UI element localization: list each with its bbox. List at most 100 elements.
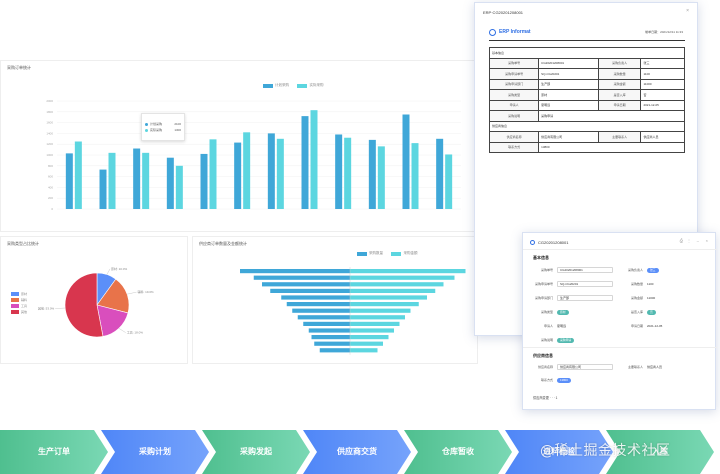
cell-label: 采购说明: [488, 110, 540, 122]
supplier-change-footer[interactable]: 供应商变更 · · · 1: [533, 396, 558, 400]
table-row: 供应商名称 供应商有限公司 主要联系人 供应商人员: [488, 131, 685, 143]
hbar-amount: [350, 341, 383, 346]
bar: [133, 148, 141, 209]
pie-legend-label: 原材: [21, 292, 28, 296]
tooltip-value-2: 1300: [174, 128, 181, 132]
supplier-select[interactable]: [557, 364, 613, 370]
flow-step-label: 生产订单: [38, 447, 70, 456]
y-tick-label: 1600: [46, 121, 53, 125]
owner-tag[interactable]: 张三: [647, 268, 659, 273]
pie-chart-title: 采购类型占比统计: [7, 241, 39, 246]
bar: [200, 153, 208, 209]
pie-slice-label: 辅料: 19.0%: [138, 289, 155, 294]
y-tick-label: 200: [48, 196, 53, 200]
hbar-quantity: [303, 321, 350, 326]
watermark: @稀土掘金技术社区: [540, 443, 671, 459]
remark-tag[interactable]: 采购申请: [557, 338, 575, 343]
field-label-amount: 采购金额: [630, 296, 643, 300]
hbar-quantity: [270, 288, 350, 293]
section-basic-info: 基本信息: [489, 47, 685, 59]
flow-step-shape: [303, 430, 411, 474]
chart-tooltip: 计划采购 2100 实际采购 1300: [141, 113, 185, 141]
tooltip-dot-actual: [145, 128, 148, 132]
pie-legend-item[interactable]: 辅料: [11, 297, 27, 303]
flow-step[interactable]: 供应商交货: [303, 430, 411, 474]
pie-chart-plot[interactable]: 原材: 10.0% 辅料: 19.0% 工具: 18.0% 其他: 53.0%: [1, 237, 189, 365]
section-basic-info: 基本信息: [533, 255, 549, 260]
pie-label-line: [118, 328, 126, 333]
phone-tag[interactable]: 13800: [557, 378, 571, 383]
flow-step-label: 入库: [652, 447, 668, 456]
pie-slice-label: 原材: 10.0%: [111, 266, 128, 271]
hbar-quantity: [311, 335, 350, 340]
cell-label: 采购类型: [488, 89, 540, 101]
flow-step[interactable]: 进料检验: [505, 430, 613, 474]
flow-step[interactable]: 仓库暂收: [404, 430, 512, 474]
hbar-quantity: [308, 328, 350, 333]
brand-logo-text: ERP Informat: [499, 29, 531, 35]
hbar-amount: [350, 282, 444, 287]
section-supplier-info: 供应商信息: [489, 120, 685, 132]
bar: [335, 134, 343, 209]
cell-value: 原材: [538, 89, 599, 101]
y-tick-label: 0: [51, 207, 53, 211]
pie-legend-item[interactable]: 原材: [11, 291, 27, 297]
department-field[interactable]: [557, 295, 613, 301]
hbar-amount: [350, 269, 466, 274]
more-icon[interactable]: ⋮: [687, 238, 691, 243]
bar-chart-legend[interactable]: 计划采购 实际采购: [263, 77, 327, 95]
hbar-amount: [350, 335, 389, 340]
legend-swatch-planned: [263, 83, 273, 88]
bar: [74, 141, 82, 209]
cell-label: 是否入库: [597, 89, 642, 101]
field-label-apply-date: 申请日期: [630, 324, 643, 328]
bar: [411, 143, 419, 209]
cell-value: 否: [640, 89, 685, 101]
hbar-legend[interactable]: 采购数量 采购金额: [357, 245, 421, 263]
hbar-quantity: [253, 275, 350, 280]
request-no-field[interactable]: [557, 281, 613, 287]
supplier-value: 供应商有限公司: [560, 365, 582, 369]
order-no-field[interactable]: [557, 267, 613, 273]
field-label-supplier: 供应商名称: [537, 365, 553, 369]
flow-step[interactable]: 入库: [606, 430, 714, 474]
print-icon[interactable]: ⎙: [679, 238, 683, 243]
cell-label: 采购单号: [488, 57, 540, 69]
table-row: 采购申请部门 生产部 采购金额 11000: [488, 78, 685, 90]
tooltip-label-1: 计划采购: [150, 122, 163, 126]
hbar-legend-label-qty: 采购数量: [369, 251, 383, 256]
cell-value: 供应商人员: [640, 131, 685, 143]
brand-name: Informat: [510, 29, 531, 35]
legend-label-planned: 计划采购: [275, 83, 289, 88]
pie-legend[interactable]: 原材 辅料 工具 其他: [11, 291, 27, 315]
cell-label: 采购负责人: [597, 57, 642, 69]
type-tag[interactable]: 原材: [557, 310, 569, 315]
hbar-amount: [350, 321, 400, 326]
cell-label: 联系方式: [488, 141, 540, 153]
stocked-tag[interactable]: 否: [647, 310, 656, 315]
flow-step[interactable]: 采购发起: [202, 430, 310, 474]
hbar-legend-swatch-amt: [391, 251, 402, 256]
bar: [65, 153, 73, 209]
minimize-icon[interactable]: –: [696, 238, 699, 243]
basic-info-table: 基本信息 采购单号 CG20201208001 采购负责人 张三 采购申请单号 SQ-C…: [488, 47, 685, 153]
dialog-title: CG20201208001: [538, 240, 569, 245]
flow-step-label: 采购发起: [240, 447, 272, 456]
close-icon[interactable]: ×: [686, 8, 689, 14]
cell-label: 主要联系人: [597, 131, 642, 143]
request-no-value: SQ-CG20201: [560, 282, 579, 286]
pie-legend-item[interactable]: 其他: [11, 309, 27, 315]
bar: [99, 169, 107, 209]
flow-step[interactable]: 生产订单: [0, 430, 108, 474]
hbar-chart-plot[interactable]: [193, 237, 479, 365]
close-icon[interactable]: ×: [705, 238, 708, 243]
hbar-amount: [350, 295, 427, 300]
order-no-value: CG20201208001: [560, 268, 583, 272]
flow-step[interactable]: 采购计划: [101, 430, 209, 474]
hbar-chart-title: 供应商订单数量及金额统计: [199, 241, 247, 246]
pie-legend-item[interactable]: 工具: [11, 303, 27, 309]
table-row: 采购申请单号 SQ-CG20201 采购数量 1100: [488, 68, 685, 80]
purchase-record-dialog: CG20201208001 ⎙ ⋮ – × 基本信息 采购单号 CG202012…: [522, 232, 717, 410]
tooltip-dot-planned: [145, 122, 148, 126]
